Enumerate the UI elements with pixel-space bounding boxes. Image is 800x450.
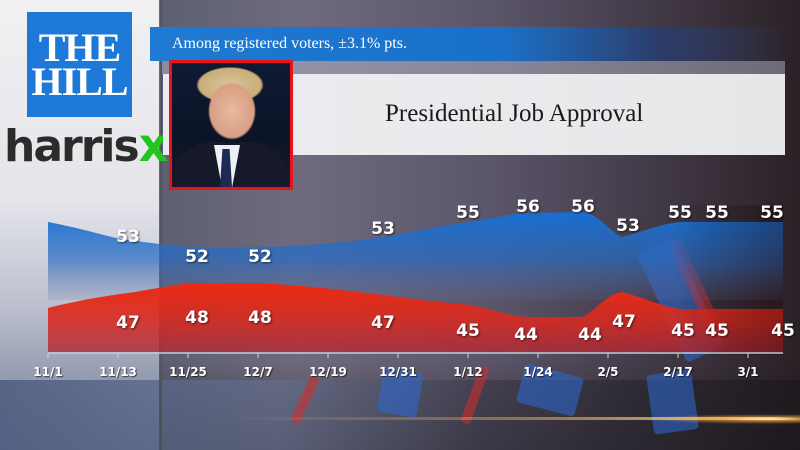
approve-value-label: 53 — [616, 216, 640, 236]
approve-value-label: 56 — [571, 197, 595, 217]
approve-value-label: 55 — [760, 203, 784, 223]
photo-tie — [220, 149, 232, 187]
the-hill-logo-line2: HILL — [31, 58, 128, 104]
disapprove-value-label: 44 — [514, 325, 538, 345]
x-tick-label: 1/24 — [523, 365, 553, 379]
approve-value-label: 53 — [116, 227, 140, 247]
approve-value-label: 56 — [516, 197, 540, 217]
lens-flare — [640, 414, 800, 424]
light-streak — [230, 417, 800, 420]
chart-title: Presidential Job Approval — [385, 100, 644, 127]
approve-value-label: 55 — [705, 203, 729, 223]
disapprove-value-label: 45 — [671, 321, 695, 341]
disapprove-value-label: 47 — [371, 313, 395, 333]
x-tick-label: 11/13 — [99, 365, 137, 379]
x-tick-label: 2/17 — [663, 365, 693, 379]
x-tick-label: 11/25 — [169, 365, 207, 379]
x-tick-label: 12/31 — [379, 365, 417, 379]
disapprove-value-label: 45 — [771, 321, 795, 341]
disapprove-value-label: 45 — [705, 321, 729, 341]
x-tick-label: 3/1 — [737, 365, 759, 379]
x-tick-label: 12/7 — [243, 365, 273, 379]
approve-value-label: 52 — [185, 247, 209, 267]
portrait-photo — [169, 60, 293, 190]
header-strip — [162, 61, 785, 74]
x-axis-ticks — [47, 353, 749, 358]
x-tick-label: 12/19 — [309, 365, 347, 379]
approve-value-label: 55 — [456, 203, 480, 223]
disapprove-value-label: 45 — [456, 321, 480, 341]
the-hill-logo: THE HILL — [27, 12, 132, 117]
disapprove-value-label: 48 — [248, 308, 272, 328]
approve-value-label: 53 — [371, 219, 395, 239]
x-tick-label: 1/12 — [453, 365, 483, 379]
disapprove-value-label: 48 — [185, 308, 209, 328]
approve-value-label: 52 — [248, 247, 272, 267]
disapprove-value-label: 47 — [612, 312, 636, 332]
disapprove-value-label: 44 — [578, 325, 602, 345]
x-tick-label: 2/5 — [597, 365, 619, 379]
x-tick-label: 11/1 — [33, 365, 63, 379]
approve-value-label: 55 — [668, 203, 692, 223]
subtitle-banner: Among registered voters, ±3.1% pts. — [150, 27, 790, 61]
disapprove-value-label: 47 — [116, 313, 140, 333]
the-hill-logo-line1: THE — [38, 24, 121, 70]
harrisx-logo-text: harris — [4, 121, 140, 172]
